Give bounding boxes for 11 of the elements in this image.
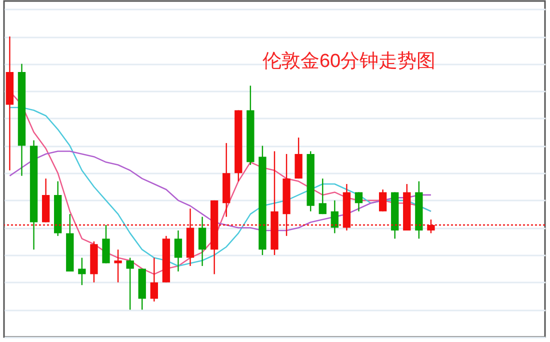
candlestick xyxy=(174,230,182,272)
candlestick xyxy=(114,248,122,283)
candlestick xyxy=(330,200,339,234)
candlestick xyxy=(354,192,363,212)
candlestick xyxy=(150,257,158,302)
text: 伦敦金60分钟走势图 xyxy=(262,51,436,72)
candlestick xyxy=(318,178,326,215)
candlestick xyxy=(378,188,387,212)
candlestick xyxy=(126,257,134,310)
candlestick xyxy=(198,216,206,267)
candlestick xyxy=(78,257,86,286)
